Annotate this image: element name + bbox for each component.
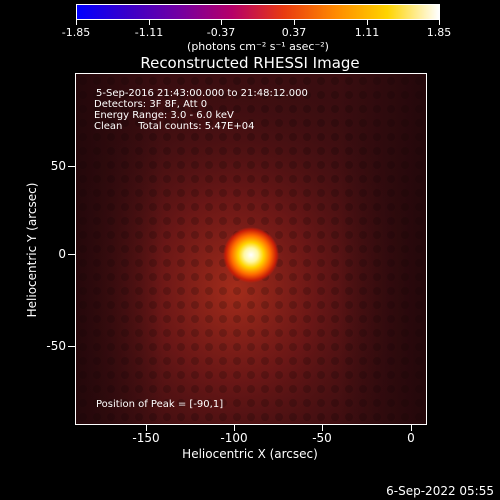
- y-axis-tick-label: 50: [50, 159, 66, 173]
- x-axis-tick: [234, 425, 235, 431]
- peak-position-label: Position of Peak = [-90,1]: [96, 399, 224, 410]
- emission-peak-source: [223, 227, 279, 283]
- colorbar-tick: [221, 20, 222, 25]
- plot-title: Reconstructed RHESSI Image: [140, 54, 360, 72]
- y-axis-label: Heliocentric Y (arcsec): [25, 182, 39, 318]
- x-axis-tick-label: -50: [312, 431, 332, 445]
- colorbar-tick-label: -1.85: [61, 26, 91, 39]
- x-axis-tick-label: 0: [407, 431, 415, 445]
- y-axis-tick-label: 0: [58, 247, 66, 261]
- colorbar-tick: [149, 20, 150, 25]
- colorbar-tick: [439, 20, 440, 25]
- colorbar-tick-label: -0.37: [206, 26, 236, 39]
- info-time-range: 5-Sep-2016 21:43:00.000 to 21:48:12.000: [96, 88, 308, 99]
- plot-timestamp: 6-Sep-2022 05:55: [386, 484, 494, 498]
- colorbar-tick: [367, 20, 368, 25]
- image-plot-area: 5-Sep-2016 21:43:00.000 to 21:48:12.000 …: [75, 73, 427, 425]
- colorbar-tick-label: -1.11: [134, 26, 164, 39]
- x-axis-tick-label: -150: [132, 431, 160, 445]
- info-energy-range: Energy Range: 3.0 - 6.0 keV: [94, 110, 234, 121]
- colorbar-tick: [76, 20, 77, 25]
- y-axis-tick: [68, 254, 75, 255]
- colorbar-tick: [294, 20, 295, 25]
- colorbar-tick-label: 1.85: [426, 26, 452, 39]
- x-axis-tick: [322, 425, 323, 431]
- colorbar-units-label: (photons cm⁻² s⁻¹ asec⁻²): [187, 40, 329, 53]
- y-axis-tick: [68, 166, 75, 167]
- info-detectors: Detectors: 3F 8F, Att 0: [94, 99, 208, 110]
- rhessi-image: [76, 74, 426, 424]
- info-clean-counts: Clean Total counts: 5.47E+04: [94, 121, 255, 132]
- y-axis-tick-label: -50: [46, 339, 66, 353]
- y-axis-tick: [68, 346, 75, 347]
- x-axis-tick: [146, 425, 147, 431]
- colorbar-tick-label: 0.37: [281, 26, 307, 39]
- x-axis-label: Heliocentric X (arcsec): [182, 447, 318, 461]
- colorbar-tick-label: 1.11: [354, 26, 380, 39]
- x-axis-tick-label: -100: [220, 431, 248, 445]
- colorbar: [76, 4, 440, 20]
- x-axis-tick: [411, 425, 412, 431]
